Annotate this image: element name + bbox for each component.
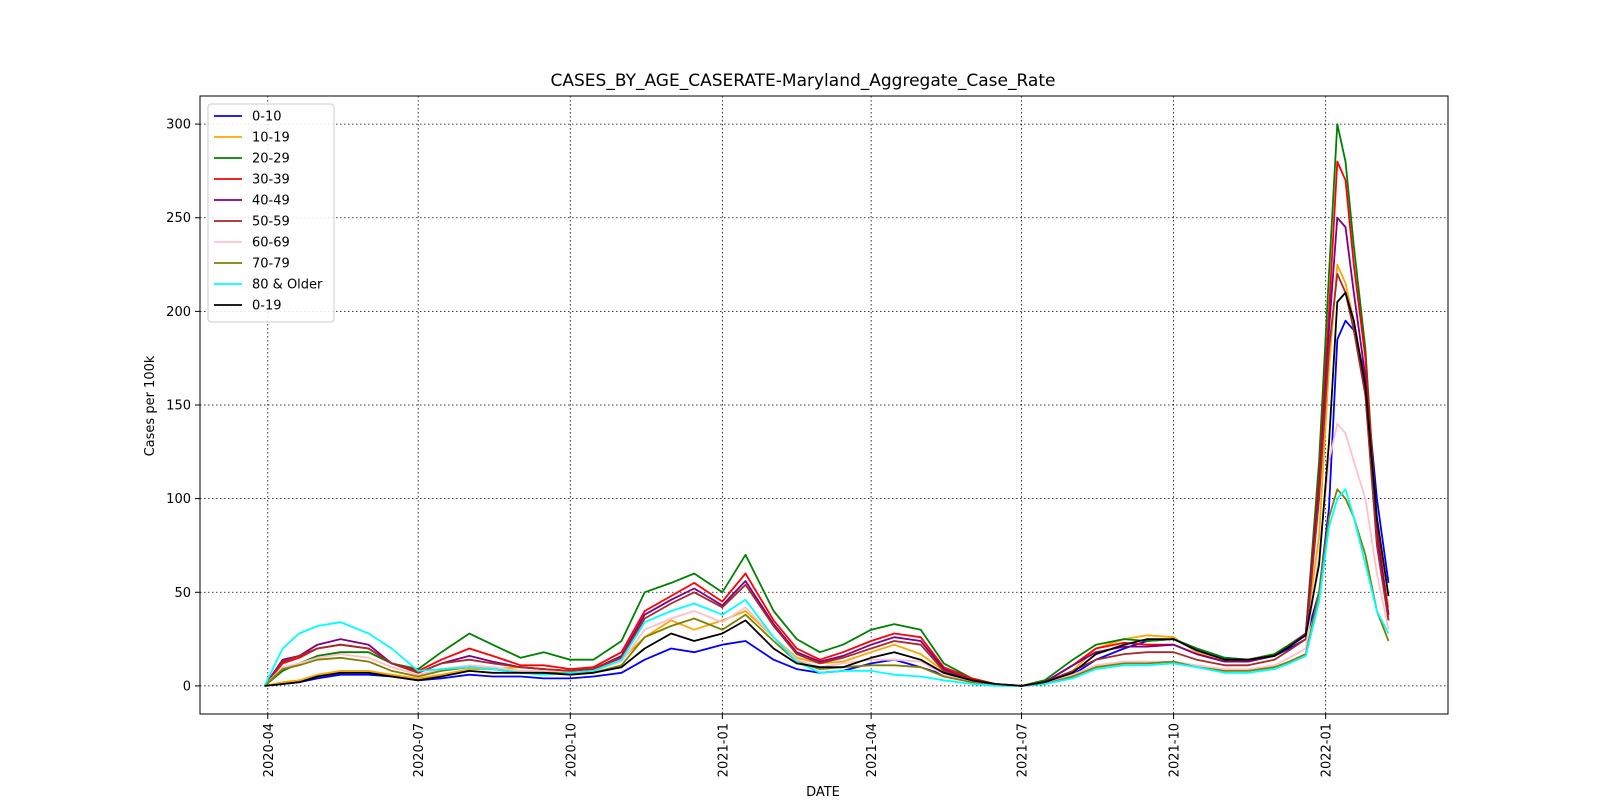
series-lines	[263, 123, 1390, 687]
legend-label: 10-19	[252, 131, 290, 146]
x-tick-label: 2021-01	[716, 723, 731, 777]
x-tick-label: 2021-07	[1016, 723, 1031, 777]
chart-title: CASES_BY_AGE_CASERATE-Maryland_Aggregate…	[551, 71, 1056, 91]
x-tick-label: 2020-07	[412, 723, 427, 777]
legend-label: 30-39	[252, 173, 290, 188]
y-tick-label: 150	[166, 399, 191, 414]
y-tick-label: 100	[166, 492, 191, 507]
legend-label: 60-69	[252, 236, 290, 251]
x-tick-label: 2021-10	[1168, 723, 1183, 777]
y-axis-label: Cases per 100k	[143, 355, 158, 456]
legend-label: 0-19	[252, 299, 282, 314]
y-tick-label: 0	[183, 679, 191, 694]
y-tick-label: 50	[174, 586, 191, 601]
series-line-0-19	[264, 291, 1390, 687]
legend-label: 70-79	[252, 257, 290, 272]
series-line-60-69	[263, 422, 1390, 687]
legend-label: 50-59	[252, 215, 290, 230]
grid-lines	[200, 96, 1448, 714]
series-line-30-39	[263, 160, 1390, 687]
x-tick-label: 2022-01	[1320, 723, 1335, 777]
series-line-50-59	[263, 272, 1390, 687]
y-tick-label: 250	[166, 211, 191, 226]
x-tick-label: 2020-04	[262, 723, 277, 777]
x-axis-ticks: 2020-04 2020-07 2020-10 2021-01 2021-04 2021-…	[262, 714, 1335, 777]
x-tick-label: 2020-10	[564, 723, 579, 777]
legend-label: 0-10	[252, 110, 282, 125]
series-line-0-10	[264, 319, 1390, 687]
legend-label: 40-49	[252, 194, 290, 209]
y-tick-label: 200	[166, 305, 191, 320]
series-line-40-49	[263, 216, 1390, 687]
x-tick-label: 2021-04	[865, 723, 880, 777]
legend-label: 80 & Older	[252, 278, 323, 293]
series-line-10-19	[264, 263, 1390, 687]
y-tick-label: 300	[166, 118, 191, 133]
series-line-80-older	[263, 488, 1390, 687]
legend-label: 20-29	[252, 152, 290, 167]
legend: 0-10 10-19 20-29 30-39 40-49 50-59 60-69 70-79 8…	[207, 103, 335, 323]
x-axis-label: DATE	[806, 785, 840, 800]
y-axis-ticks: 0 50 100 150 200 250 300	[166, 118, 200, 694]
